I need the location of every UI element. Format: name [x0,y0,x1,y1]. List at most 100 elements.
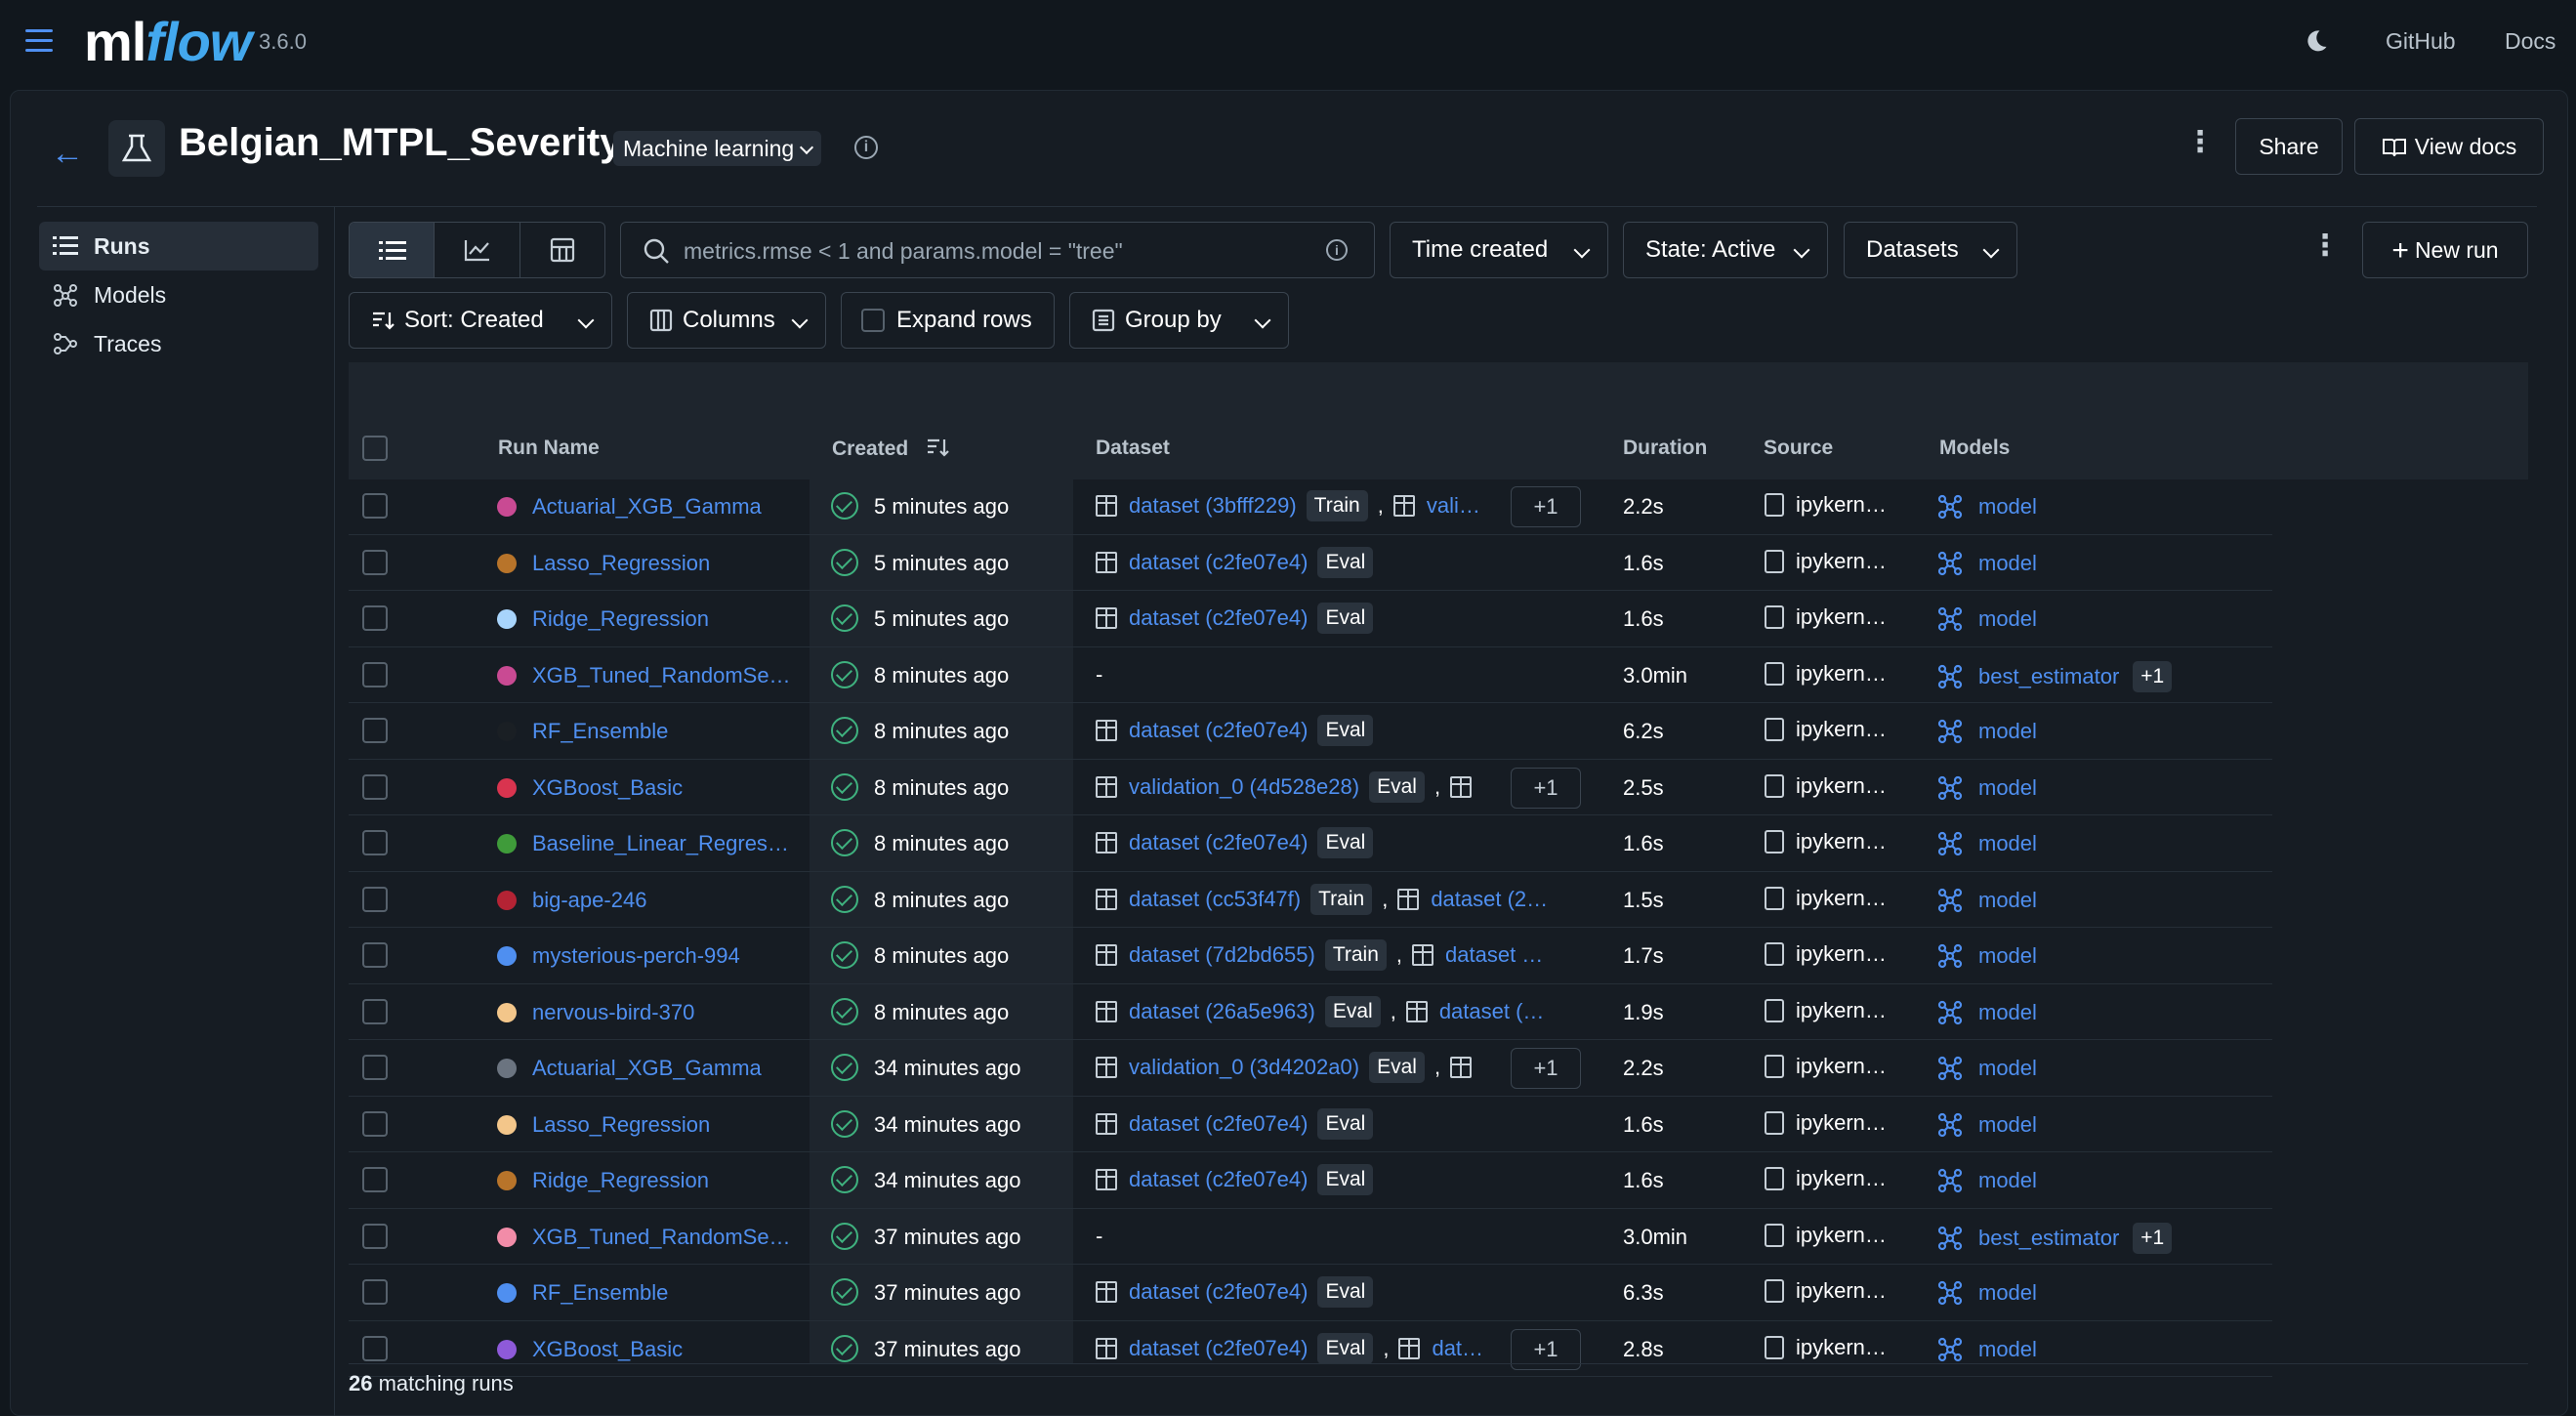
run-name-link[interactable]: nervous-bird-370 [532,999,695,1024]
github-link[interactable]: GitHub [2386,28,2456,54]
table-row[interactable]: Ridge_Regression 34 minutes ago dataset (c… [349,1152,2272,1209]
mlflow-logo[interactable]: mlflow [84,11,252,72]
select-all-checkbox[interactable] [362,436,388,461]
table-row[interactable]: big-ape-246 8 minutes ago dataset (cc53f47… [349,872,2272,928]
source-cell[interactable]: ipykern… [1765,1110,1891,1136]
row-checkbox[interactable] [362,1167,388,1192]
time-created-dropdown[interactable]: Time created [1390,222,1608,278]
model-link[interactable]: best_estimator [1978,663,2120,688]
run-name-link[interactable]: Baseline_Linear_Regres… [532,831,789,855]
model-link[interactable]: model [1978,1168,2037,1192]
column-header-models[interactable]: Models [1939,437,2011,459]
dataset-link[interactable]: dataset (c2fe07e4) [1129,830,1309,854]
new-run-button[interactable]: + New run [2362,222,2528,278]
more-models-badge[interactable]: +1 [2133,660,2173,692]
model-link[interactable]: model [1978,719,2037,743]
source-cell[interactable]: ipykern… [1765,886,1891,911]
dataset-link-secondary[interactable]: vali… [1426,493,1480,518]
column-header-run-name[interactable]: Run Name [498,437,600,459]
column-header-duration[interactable]: Duration [1623,437,1708,459]
row-checkbox[interactable] [362,1110,388,1137]
model-link[interactable]: model [1978,831,2037,855]
run-name-link[interactable]: RF_Ensemble [532,1280,669,1305]
back-arrow-icon[interactable]: ← [51,135,84,172]
model-link[interactable]: model [1978,494,2037,519]
dataset-link[interactable]: validation_0 (4d528e28) [1129,773,1360,799]
table-row[interactable]: nervous-bird-370 8 minutes ago dataset (26… [349,984,2272,1040]
table-row[interactable]: XGB_Tuned_RandomSe… 37 minutes ago - 3.0min… [349,1209,2272,1265]
model-link[interactable]: model [1978,1056,2037,1080]
dataset-link[interactable]: dataset (cc53f47f) [1129,886,1302,911]
table-row[interactable]: RF_Ensemble 8 minutes ago dataset (c2fe07e… [349,703,2272,760]
sort-dropdown[interactable]: Sort: Created [349,292,612,349]
more-actions-icon[interactable]: ⋮ [2310,229,2340,262]
dataset-link[interactable]: validation_0 (3d4202a0) [1129,1055,1360,1079]
model-link[interactable]: model [1978,943,2037,968]
sidebar-item-traces[interactable]: Traces [39,319,318,368]
model-link[interactable]: model [1978,887,2037,912]
menu-icon[interactable] [25,29,53,53]
model-link[interactable]: model [1978,999,2037,1024]
run-name-link[interactable]: big-ape-246 [532,887,647,912]
run-name-link[interactable]: Lasso_Regression [532,1111,711,1137]
row-checkbox[interactable] [362,493,388,519]
dataset-link-secondary[interactable]: dat… [1432,1335,1484,1360]
chart-view-button[interactable] [435,223,520,277]
model-link[interactable]: model [1978,774,2037,800]
expand-rows-toggle[interactable]: Expand rows [841,292,1055,349]
row-checkbox[interactable] [362,549,388,575]
table-row[interactable]: XGB_Tuned_RandomSe… 8 minutes ago - 3.0min i… [349,647,2272,703]
view-docs-button[interactable]: View docs [2354,118,2544,175]
row-checkbox[interactable] [362,605,388,631]
dataset-link[interactable]: dataset (26a5e963) [1129,998,1315,1023]
column-header-dataset[interactable]: Dataset [1096,437,1170,459]
row-checkbox[interactable] [362,1223,388,1249]
more-models-badge[interactable]: +1 [2133,1222,2173,1254]
run-name-link[interactable]: XGBoost_Basic [532,774,684,800]
row-checkbox[interactable] [362,718,388,743]
sort-desc-icon[interactable] [926,437,951,460]
more-datasets-button[interactable]: +1 [1511,1048,1581,1089]
run-name-link[interactable]: Actuarial_XGB_Gamma [532,494,762,519]
table-row[interactable]: Actuarial_XGB_Gamma 34 minutes ago validat… [349,1040,2272,1097]
run-name-link[interactable]: XGB_Tuned_RandomSe… [532,662,791,687]
row-checkbox[interactable] [362,661,388,687]
table-row[interactable]: Lasso_Regression 5 minutes ago dataset (c2… [349,535,2272,591]
source-cell[interactable]: ipykern… [1765,1335,1891,1360]
table-row[interactable]: Baseline_Linear_Regres… 8 minutes ago data… [349,815,2272,872]
dataset-link[interactable]: dataset (c2fe07e4) [1129,605,1309,630]
docs-link[interactable]: Docs [2505,28,2556,54]
source-cell[interactable]: ipykern… [1765,1278,1891,1304]
column-header-created[interactable]: Created [832,437,951,461]
search-input[interactable] [684,234,1318,268]
table-row[interactable]: mysterious-perch-994 8 minutes ago dataset… [349,928,2272,984]
model-link[interactable]: model [1978,1111,2037,1137]
row-checkbox[interactable] [362,1279,388,1305]
dataset-link[interactable]: dataset (c2fe07e4) [1129,1167,1309,1191]
run-name-link[interactable]: Actuarial_XGB_Gamma [532,1056,762,1080]
table-row[interactable]: Ridge_Regression 5 minutes ago dataset (c2… [349,591,2272,647]
run-name-link[interactable]: Ridge_Regression [532,606,709,631]
more-datasets-button[interactable]: +1 [1511,767,1581,809]
share-button[interactable]: Share [2235,118,2343,175]
run-name-link[interactable]: Lasso_Regression [532,550,711,575]
model-link[interactable]: best_estimator [1978,1225,2120,1250]
row-checkbox[interactable] [362,773,388,800]
row-checkbox[interactable] [362,998,388,1024]
dataset-link[interactable]: dataset (c2fe07e4) [1129,1335,1309,1360]
dataset-link[interactable]: dataset (7d2bd655) [1129,942,1315,967]
column-header-source[interactable]: Source [1764,437,1834,459]
source-cell[interactable]: ipykern… [1765,773,1891,799]
source-cell[interactable]: ipykern… [1765,717,1891,742]
row-checkbox[interactable] [362,830,388,855]
model-link[interactable]: model [1978,1280,2037,1305]
row-checkbox[interactable] [362,942,388,968]
search-info-icon[interactable]: i [1326,239,1348,261]
dark-mode-icon[interactable] [2303,27,2330,55]
dataset-link[interactable]: dataset (c2fe07e4) [1129,1279,1309,1304]
run-name-link[interactable]: Ridge_Regression [532,1168,709,1192]
model-link[interactable]: model [1978,550,2037,575]
state-dropdown[interactable]: State: Active [1623,222,1828,278]
table-view-button[interactable] [350,223,436,277]
source-cell[interactable]: ipykern… [1765,998,1891,1023]
